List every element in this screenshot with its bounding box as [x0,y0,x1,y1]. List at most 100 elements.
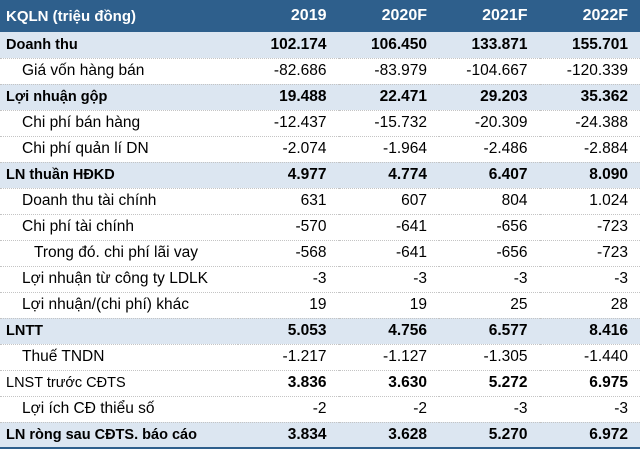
cell-2019: 5.053 [238,318,339,344]
header-year-2021f: 2021F [439,0,540,32]
cell-2022f: -3 [540,266,640,292]
cell-2019: -568 [238,240,339,266]
cell-2020f: 22.471 [339,84,440,110]
row-label: Doanh thu tài chính [0,188,238,214]
cell-2019: -570 [238,214,339,240]
cell-2020f: -641 [339,240,440,266]
row-gia-von-hang-ban: Giá vốn hàng bán -82.686 -83.979 -104.66… [0,58,640,84]
row-chi-phi-ban-hang: Chi phí bán hàng -12.437 -15.732 -20.309… [0,110,640,136]
cell-2022f: 1.024 [540,188,640,214]
cell-2021f: 6.407 [439,162,540,188]
cell-2022f: -120.339 [540,58,640,84]
cell-2022f: 155.701 [540,32,640,58]
cell-2019: 19.488 [238,84,339,110]
cell-2022f: -723 [540,214,640,240]
cell-2020f: 3.628 [339,422,440,448]
cell-2020f: -641 [339,214,440,240]
cell-2019: -2.074 [238,136,339,162]
cell-2020f: 4.756 [339,318,440,344]
cell-2019: 19 [238,292,339,318]
cell-2022f: -723 [540,240,640,266]
cell-2021f: 5.272 [439,370,540,396]
row-thue-tndn: Thuế TNDN -1.217 -1.127 -1.305 -1.440 [0,344,640,370]
cell-2019: -82.686 [238,58,339,84]
cell-2021f: -2.486 [439,136,540,162]
cell-2021f: -656 [439,214,540,240]
cell-2021f: 6.577 [439,318,540,344]
cell-2020f: -1.964 [339,136,440,162]
cell-2022f: 6.972 [540,422,640,448]
row-ln-thuan-hdkd: LN thuần HĐKD 4.977 4.774 6.407 8.090 [0,162,640,188]
cell-2022f: -3 [540,396,640,422]
cell-2021f: 29.203 [439,84,540,110]
row-chi-phi-tai-chinh: Chi phí tài chính -570 -641 -656 -723 [0,214,640,240]
cell-2019: 631 [238,188,339,214]
cell-2020f: 19 [339,292,440,318]
row-doanh-thu-tai-chinh: Doanh thu tài chính 631 607 804 1.024 [0,188,640,214]
row-label: Lợi nhuận từ công ty LDLK [0,266,238,292]
cell-2020f: -3 [339,266,440,292]
row-loi-nhuan-khac: Lợi nhuận/(chi phí) khác 19 19 25 28 [0,292,640,318]
header-year-2022f: 2022F [540,0,640,32]
row-lntt: LNTT 5.053 4.756 6.577 8.416 [0,318,640,344]
cell-2020f: -1.127 [339,344,440,370]
row-ln-rong-sau-cdts: LN ròng sau CĐTS. báo cáo 3.834 3.628 5.… [0,422,640,448]
cell-2020f: 3.630 [339,370,440,396]
row-loi-nhuan-ldlk: Lợi nhuận từ công ty LDLK -3 -3 -3 -3 [0,266,640,292]
row-label: Giá vốn hàng bán [0,58,238,84]
cell-2021f: -656 [439,240,540,266]
cell-2020f: 607 [339,188,440,214]
row-label: Lợi ích CĐ thiểu số [0,396,238,422]
row-label: LN thuần HĐKD [0,162,238,188]
cell-2019: -3 [238,266,339,292]
cell-2021f: -3 [439,266,540,292]
cell-2020f: 106.450 [339,32,440,58]
cell-2020f: -15.732 [339,110,440,136]
cell-2022f: 6.975 [540,370,640,396]
row-label: Lợi nhuận/(chi phí) khác [0,292,238,318]
cell-2021f: 133.871 [439,32,540,58]
cell-2019: -12.437 [238,110,339,136]
row-chi-phi-lai-vay: Trong đó. chi phí lãi vay -568 -641 -656… [0,240,640,266]
row-label: Chi phí quản lí DN [0,136,238,162]
row-label: Chi phí tài chính [0,214,238,240]
table-body: Doanh thu 102.174 106.450 133.871 155.70… [0,32,640,448]
cell-2022f: 8.090 [540,162,640,188]
row-doanh-thu: Doanh thu 102.174 106.450 133.871 155.70… [0,32,640,58]
header-label: KQLN (triệu đồng) [0,0,238,32]
cell-2019: 102.174 [238,32,339,58]
row-loi-nhuan-gop: Lợi nhuận gộp 19.488 22.471 29.203 35.36… [0,84,640,110]
row-label: LNTT [0,318,238,344]
cell-2022f: 28 [540,292,640,318]
row-label: Lợi nhuận gộp [0,84,238,110]
cell-2019: 3.834 [238,422,339,448]
row-label: Trong đó. chi phí lãi vay [0,240,238,266]
cell-2020f: -2 [339,396,440,422]
cell-2022f: -2.884 [540,136,640,162]
header-year-2019: 2019 [238,0,339,32]
cell-2021f: 5.270 [439,422,540,448]
row-loi-ich-cd-thieu-so: Lợi ích CĐ thiểu số -2 -2 -3 -3 [0,396,640,422]
cell-2021f: 25 [439,292,540,318]
cell-2019: -2 [238,396,339,422]
row-label: Doanh thu [0,32,238,58]
cell-2022f: 35.362 [540,84,640,110]
cell-2019: -1.217 [238,344,339,370]
cell-2020f: -83.979 [339,58,440,84]
cell-2022f: 8.416 [540,318,640,344]
cell-2022f: -24.388 [540,110,640,136]
cell-2022f: -1.440 [540,344,640,370]
row-lnst-truoc-cdts: LNST trước CĐTS 3.836 3.630 5.272 6.975 [0,370,640,396]
header-year-2020f: 2020F [339,0,440,32]
cell-2021f: -20.309 [439,110,540,136]
cell-2019: 3.836 [238,370,339,396]
cell-2021f: -3 [439,396,540,422]
cell-2021f: -1.305 [439,344,540,370]
row-chi-phi-quan-li-dn: Chi phí quản lí DN -2.074 -1.964 -2.486 … [0,136,640,162]
row-label: Thuế TNDN [0,344,238,370]
row-label: LNST trước CĐTS [0,370,238,396]
cell-2020f: 4.774 [339,162,440,188]
row-label: LN ròng sau CĐTS. báo cáo [0,422,238,448]
table-header: KQLN (triệu đồng) 2019 2020F 2021F 2022F [0,0,640,32]
